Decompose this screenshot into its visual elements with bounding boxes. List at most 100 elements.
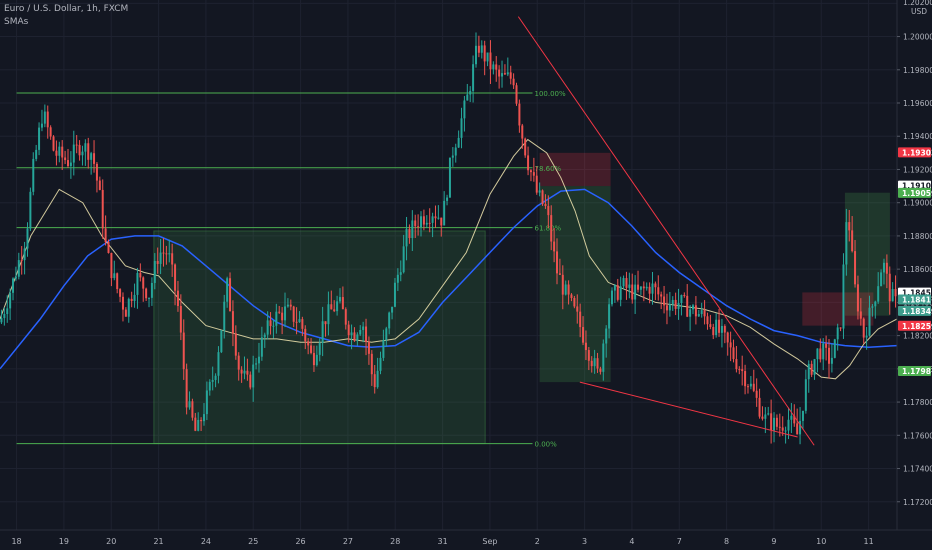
candle-body [570,294,573,298]
candle-body [289,304,292,307]
candle-body [700,310,703,315]
price-tick-label: 1.20000 [903,33,932,42]
candle-body [894,289,897,297]
candle-body [480,45,483,53]
candle-body [179,305,182,333]
candle-body [428,222,431,224]
symbol-title: Euro / U.S. Dollar, 1h, FXCM [4,4,129,14]
candle-body [616,285,619,300]
candle-body [344,309,347,325]
price-tick-label: 1.17600 [903,431,932,440]
candle-body [804,379,807,411]
candle-body [799,420,802,435]
candle-body [252,364,255,388]
candle-body [608,304,611,329]
candle-body [75,144,78,146]
candle-body [532,172,535,176]
candle-body [255,363,258,365]
candle-body [49,127,52,137]
candle-body [671,299,674,305]
price-tag [898,366,931,376]
candle-body [593,358,596,367]
candle-body [862,318,865,338]
candle-body [784,430,787,432]
candle-body [272,325,275,327]
candle-body [90,153,93,160]
candle-body [492,64,495,70]
candle-body [214,375,217,380]
candle-body [446,197,449,201]
candle-body [370,353,373,375]
candle-body [712,327,715,335]
candle-body [651,283,654,294]
candle-body [637,284,640,290]
candle-body [347,324,350,336]
candle-body [538,190,541,193]
candle-body [443,200,446,226]
candle-body [365,326,368,342]
candle-body [104,228,107,243]
candle-body [483,45,486,62]
candle-body [98,180,101,190]
candle-body [124,309,127,317]
price-tick-label: 1.19400 [903,132,932,141]
candle-body [833,339,836,358]
candle-body [391,306,394,313]
candle-body [694,305,697,317]
candle-body [324,321,327,325]
candle-body [40,123,43,128]
candle-body [697,314,700,317]
candle-body [506,72,509,75]
candle-body [796,423,799,435]
candle-body [145,288,148,299]
price-tag [898,320,931,331]
candle-body [576,306,579,312]
candle-body [136,272,139,295]
candle-body [547,206,550,216]
candle-body [882,262,885,273]
candle-body [243,370,246,374]
candle-body [472,64,475,91]
candle-body [17,260,20,277]
candle-body [341,297,344,310]
candle-body [851,230,854,252]
fib-level-label: 100.00% [535,90,566,98]
candle-body [677,302,680,309]
candle-body [605,328,608,344]
candle-body [619,286,622,300]
candle-body [744,371,747,387]
candle-body [185,369,188,408]
candle-body [312,352,315,366]
candle-body [529,170,532,173]
candle-body [793,415,796,424]
price-tick-label: 1.19800 [903,66,932,75]
candle-body [654,283,657,288]
candle-body [286,304,289,307]
price-axis [897,0,932,530]
candle-body [726,332,729,343]
candle-body [121,296,124,310]
candle-body [720,326,723,333]
candle-body [14,276,17,279]
candle-body [402,246,405,273]
candle-body [773,417,776,431]
indicator-legend[interactable]: SMAs [4,17,29,27]
candle-body [631,284,634,300]
candle-body [584,342,587,351]
price-tick-label: 1.17200 [903,498,932,507]
candle-body [524,138,527,156]
candle-body [567,284,570,295]
candle-body [257,356,260,364]
candle-body [825,343,828,348]
candle-body [330,304,333,310]
price-tag [898,294,931,305]
candle-body [307,341,310,346]
candle-body [466,94,469,101]
candle-body [350,332,353,336]
candle-body [6,308,9,315]
candle-body [550,215,553,242]
candle-body [87,143,90,160]
candle-body [610,290,613,305]
